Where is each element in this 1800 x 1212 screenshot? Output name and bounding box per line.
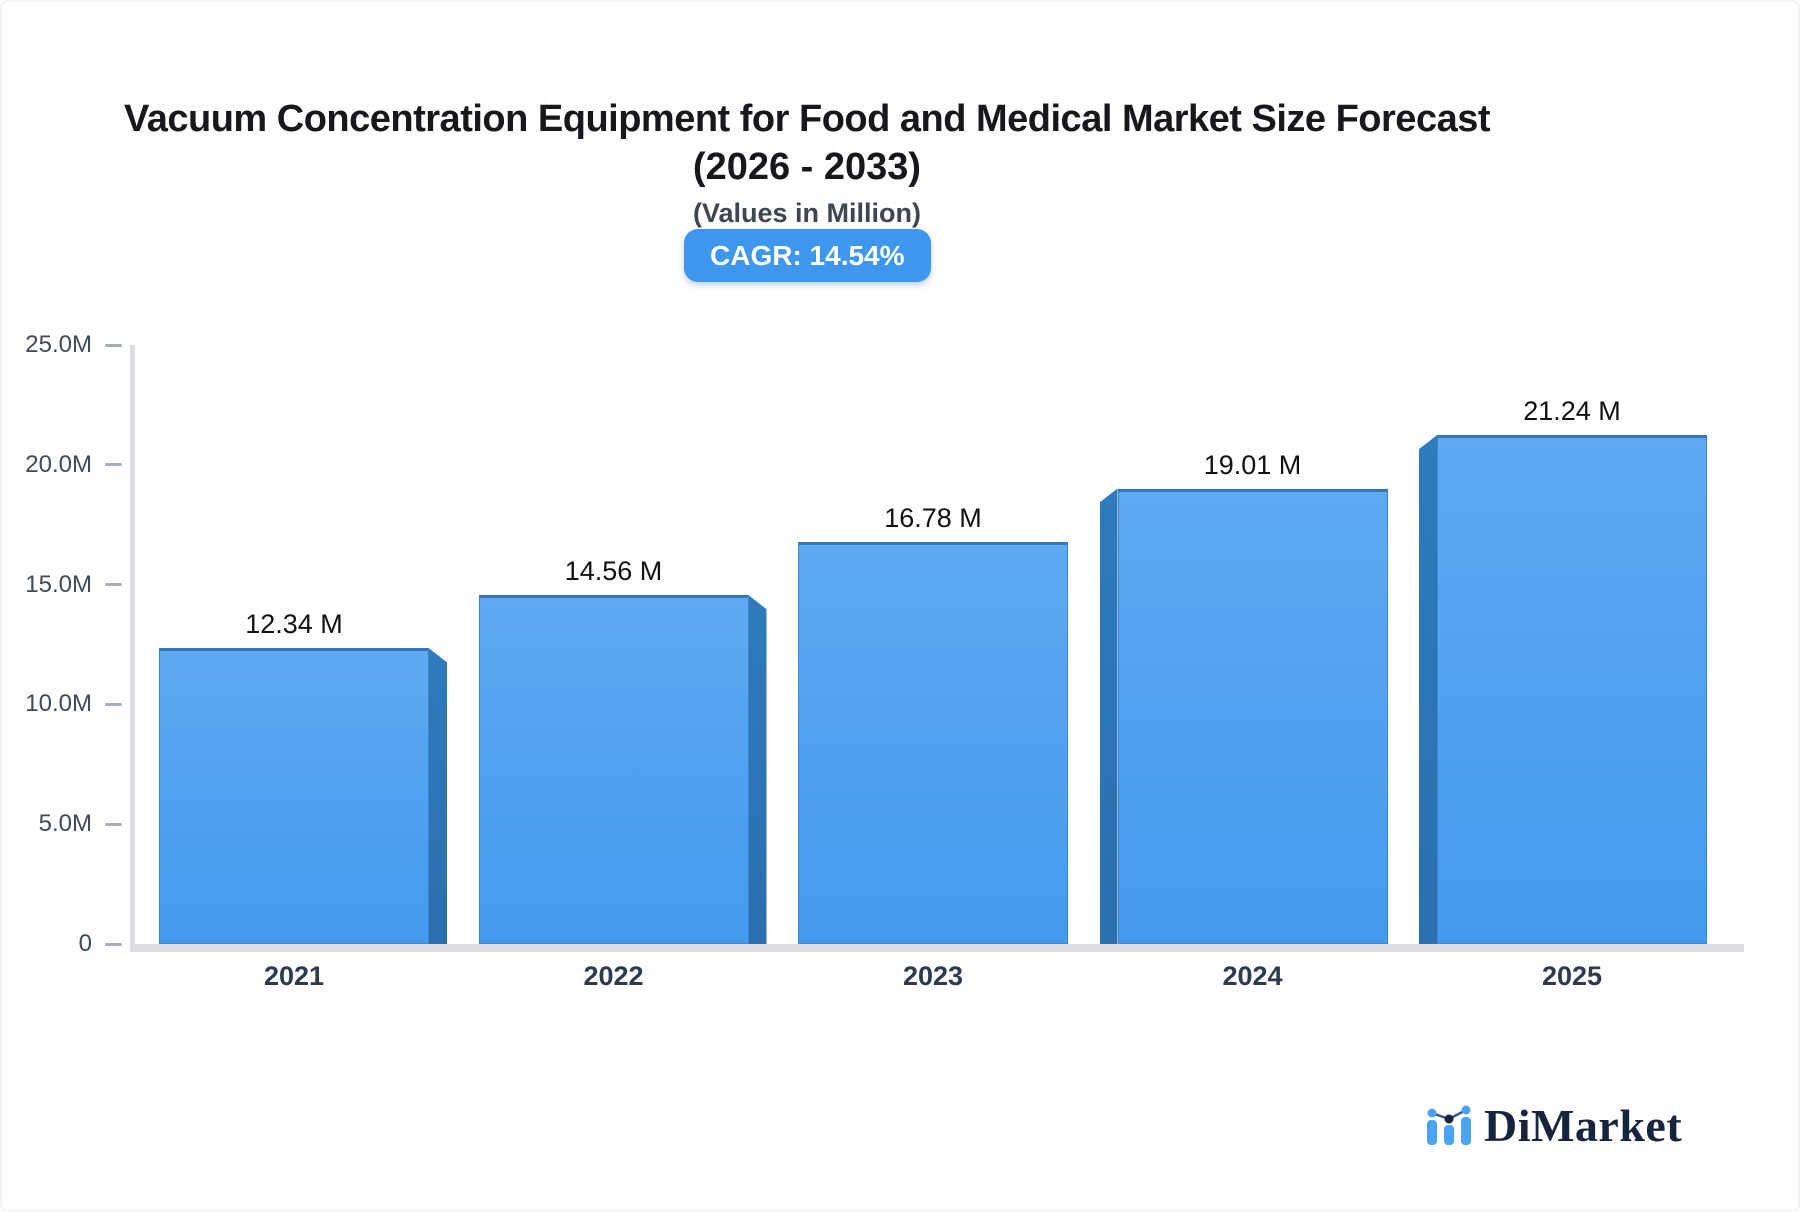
y-axis-label: 25.0M — [25, 331, 92, 358]
bar-value-label: 16.78 M — [884, 502, 982, 533]
chart-title-years: (2026 - 2033) — [692, 146, 922, 188]
y-axis-tick — [105, 822, 122, 826]
y-axis-label: 5.0M — [38, 810, 92, 838]
bar-2023 — [798, 541, 1068, 944]
bar-side-3d — [1099, 488, 1118, 944]
x-axis-baseline — [130, 944, 1744, 952]
bar-value-label: 21.24 M — [1523, 396, 1621, 427]
bar-side-3d — [748, 595, 767, 944]
bar-face — [1117, 488, 1388, 944]
bar-2025 — [1419, 435, 1707, 944]
bar-value-label: 19.01 M — [1203, 449, 1302, 480]
dimarket-logo-icon — [1427, 1105, 1471, 1145]
x-axis-label-2024: 2024 — [1222, 961, 1283, 991]
x-axis-label-2021: 2021 — [263, 961, 325, 991]
y-axis-tick — [105, 702, 122, 706]
bar-value-label: 14.56 M — [564, 556, 663, 587]
y-axis-label: 10.0M — [25, 690, 92, 718]
bar-2024 — [1099, 488, 1388, 944]
bar-2021 — [159, 648, 447, 944]
bar-face — [798, 541, 1068, 944]
bar-face — [1437, 435, 1707, 944]
x-axis-label-2023: 2023 — [902, 961, 964, 991]
x-axis-label-2022: 2022 — [583, 961, 644, 991]
bar-side-3d — [1419, 435, 1437, 944]
bar-side-3d — [429, 648, 447, 944]
y-axis-tick — [105, 583, 122, 587]
chart-title: Vacuum Concentration Equipment for Food … — [123, 98, 1491, 140]
bar-2022 — [478, 595, 767, 944]
bar-face — [478, 595, 749, 944]
y-axis-tick — [105, 942, 122, 946]
dimarket-logo-text: DiMarket — [1484, 1099, 1683, 1151]
dimarket-logo: DiMarket — [1425, 1096, 1682, 1154]
y-axis-tick — [105, 343, 122, 347]
y-axis-label: 15.0M — [25, 570, 92, 598]
x-axis-label-2025: 2025 — [1541, 961, 1603, 991]
y-axis-label: 20.0M — [25, 450, 92, 478]
bar-face — [159, 648, 429, 944]
y-axis-label: 0 — [78, 930, 92, 957]
y-axis-tick — [105, 463, 122, 467]
chart-subtitle: (Values in Million) — [692, 198, 922, 228]
bar-value-label: 12.34 M — [245, 609, 343, 640]
y-axis-line — [130, 345, 135, 952]
cagr-badge: CAGR: 14.54% — [684, 229, 931, 282]
